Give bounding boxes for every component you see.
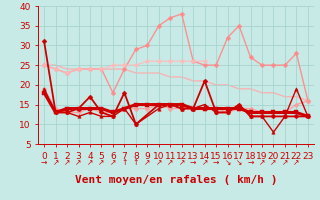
Text: ↘: ↘ xyxy=(224,158,231,167)
Text: →: → xyxy=(247,158,254,167)
Text: →: → xyxy=(190,158,196,167)
Text: ↗: ↗ xyxy=(98,158,105,167)
Text: ↗: ↗ xyxy=(270,158,277,167)
Text: ↑: ↑ xyxy=(121,158,128,167)
Text: ↗: ↗ xyxy=(293,158,300,167)
Text: ↗: ↗ xyxy=(52,158,59,167)
Text: ↗: ↗ xyxy=(75,158,82,167)
Text: ↗: ↗ xyxy=(282,158,288,167)
Text: ↗: ↗ xyxy=(64,158,70,167)
Text: ↗: ↗ xyxy=(179,158,185,167)
Text: ↗: ↗ xyxy=(110,158,116,167)
Text: →: → xyxy=(213,158,219,167)
Text: ↗: ↗ xyxy=(87,158,93,167)
Text: ↗: ↗ xyxy=(259,158,265,167)
Text: →: → xyxy=(41,158,47,167)
Text: ↗: ↗ xyxy=(202,158,208,167)
Text: ↗: ↗ xyxy=(144,158,150,167)
Text: ↑: ↑ xyxy=(133,158,139,167)
Text: ↗: ↗ xyxy=(167,158,173,167)
X-axis label: Vent moyen/en rafales ( km/h ): Vent moyen/en rafales ( km/h ) xyxy=(75,175,277,185)
Text: ↗: ↗ xyxy=(156,158,162,167)
Text: ↘: ↘ xyxy=(236,158,242,167)
